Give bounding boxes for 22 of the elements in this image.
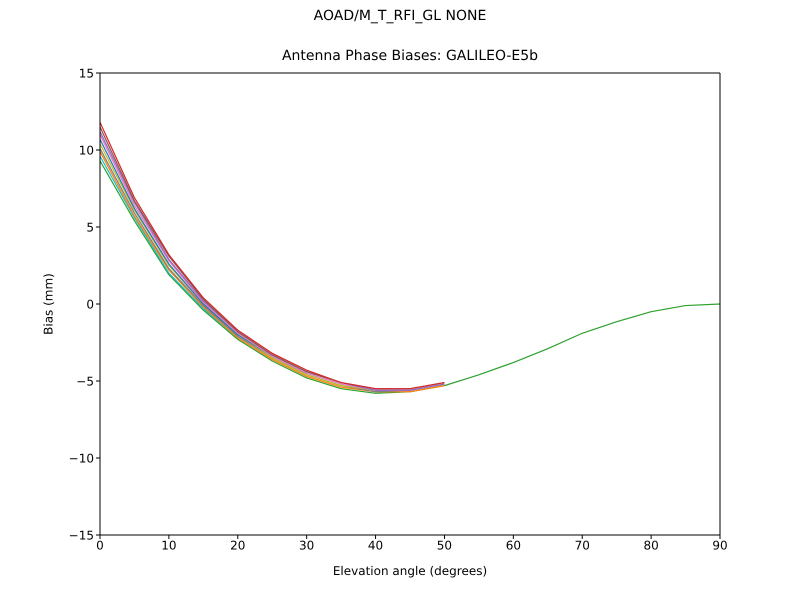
chart-subtitle: Antenna Phase Biases: GALILEO-E5b bbox=[280, 48, 540, 64]
y-tick-label: −10 bbox=[68, 451, 94, 466]
y-tick-label: 10 bbox=[78, 143, 94, 158]
y-tick-label: −5 bbox=[76, 374, 94, 388]
x-tick-label: 90 bbox=[712, 538, 728, 553]
x-tick-label: 30 bbox=[299, 538, 314, 553]
x-tick-label: 50 bbox=[436, 538, 452, 553]
line-series bbox=[100, 160, 720, 394]
x-tick-label: 80 bbox=[643, 538, 659, 553]
x-tick-label: 20 bbox=[230, 538, 246, 553]
y-tick-label: −15 bbox=[68, 528, 94, 542]
y-tick-label: 15 bbox=[78, 66, 94, 80]
y-axis-title: Bias (mm) bbox=[41, 273, 56, 335]
y-tick-label: 0 bbox=[86, 297, 94, 312]
x-tick-label: 40 bbox=[368, 538, 384, 553]
x-axis-title: Elevation angle (degrees) bbox=[332, 564, 488, 578]
x-tick-label: 10 bbox=[161, 538, 177, 553]
x-tick-label: 70 bbox=[574, 538, 590, 553]
chart-title: AOAD/M_T_RFI_GL NONE bbox=[312, 8, 488, 24]
x-tick-label: 60 bbox=[506, 538, 521, 553]
x-tick-label: 0 bbox=[96, 538, 104, 553]
y-tick-label: 5 bbox=[86, 220, 94, 234]
